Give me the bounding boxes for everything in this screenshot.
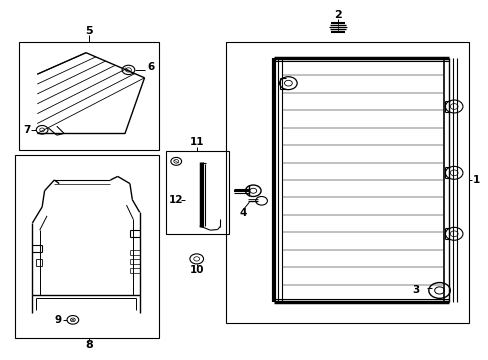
Bar: [225, 42, 468, 323]
Text: 5: 5: [85, 26, 93, 36]
Text: 6: 6: [147, 62, 154, 72]
Bar: [166, 151, 228, 234]
Text: 11: 11: [189, 138, 203, 147]
Text: 10: 10: [189, 265, 203, 275]
Text: 4: 4: [239, 208, 247, 218]
Text: 2: 2: [334, 10, 341, 20]
Text: 1: 1: [471, 175, 479, 185]
Text: 12: 12: [169, 195, 183, 205]
Text: 7: 7: [23, 125, 31, 135]
Text: 8: 8: [85, 340, 93, 350]
Text: 3: 3: [411, 285, 418, 296]
Bar: [19, 42, 159, 149]
Bar: [15, 155, 159, 338]
Text: 9: 9: [54, 315, 61, 325]
